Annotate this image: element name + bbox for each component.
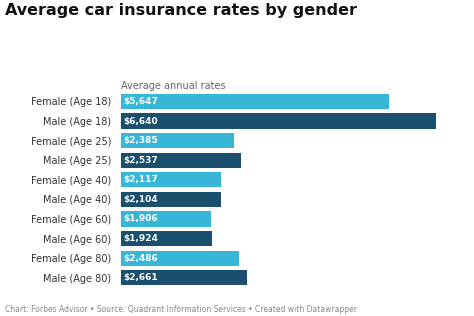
Text: $2,537: $2,537 bbox=[123, 156, 158, 165]
Text: $2,104: $2,104 bbox=[123, 195, 158, 204]
Text: $1,906: $1,906 bbox=[123, 215, 158, 223]
Bar bbox=[121, 172, 221, 187]
Bar bbox=[121, 251, 239, 266]
Text: Average car insurance rates by gender: Average car insurance rates by gender bbox=[5, 3, 357, 18]
Bar bbox=[121, 192, 220, 207]
Text: $2,385: $2,385 bbox=[123, 136, 158, 145]
Text: Chart: Forbes Advisor • Source: Quadrant Information Services • Created with Dat: Chart: Forbes Advisor • Source: Quadrant… bbox=[5, 306, 357, 314]
Text: Average annual rates: Average annual rates bbox=[121, 81, 226, 91]
Bar bbox=[121, 153, 241, 168]
Text: $6,640: $6,640 bbox=[123, 117, 158, 125]
Bar bbox=[121, 231, 212, 246]
Text: $2,661: $2,661 bbox=[123, 273, 158, 282]
Text: $5,647: $5,647 bbox=[123, 97, 158, 106]
Bar bbox=[121, 133, 234, 148]
Bar bbox=[121, 211, 211, 227]
Text: $2,486: $2,486 bbox=[123, 254, 158, 263]
Bar bbox=[121, 113, 436, 129]
Bar bbox=[121, 270, 247, 285]
Text: $2,117: $2,117 bbox=[123, 175, 158, 184]
Text: $1,924: $1,924 bbox=[123, 234, 158, 243]
Bar bbox=[121, 94, 389, 109]
